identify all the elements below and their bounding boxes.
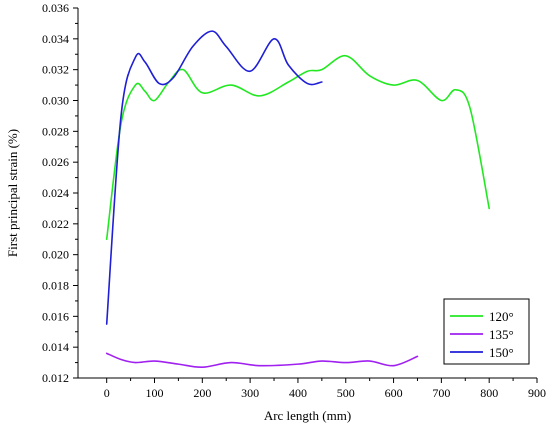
y-tick-label: 0.026 (42, 155, 69, 169)
series-line-2 (105, 352, 419, 369)
series-line-3 (105, 30, 323, 325)
y-tick-label: 0.036 (42, 1, 69, 15)
x-ticks: 0 100 200 300 400 500 600 700 800 900 (104, 378, 546, 400)
y-tick-label: 0.022 (42, 217, 69, 231)
x-tick-label: 0 (104, 386, 110, 400)
legend-label: 135° (489, 327, 514, 342)
series-group (105, 30, 490, 369)
x-tick-label: 200 (193, 386, 211, 400)
y-tick-label: 0.034 (42, 32, 69, 46)
x-tick-label: 100 (146, 386, 164, 400)
y-tick-label: 0.014 (42, 340, 69, 354)
legend-label: 150° (489, 345, 514, 360)
y-tick-label: 0.020 (42, 248, 69, 262)
legend: 120° 135° 150° (443, 298, 530, 365)
y-tick-label: 0.032 (42, 63, 69, 77)
x-axis-title: Arc length (mm) (264, 408, 351, 423)
x-tick-label: 800 (480, 386, 498, 400)
y-tick-label: 0.028 (42, 124, 69, 138)
x-tick-label: 500 (337, 386, 355, 400)
y-tick-label: 0.018 (42, 279, 69, 293)
x-tick-label: 600 (385, 386, 403, 400)
y-tick-label: 0.012 (42, 371, 69, 385)
legend-label: 120° (489, 309, 514, 324)
x-tick-label: 400 (289, 386, 307, 400)
legend-box (443, 298, 530, 365)
y-tick-label: 0.030 (42, 94, 69, 108)
series-line-1 (105, 54, 490, 241)
plot-area: 0 100 200 300 400 500 600 700 800 900 0.0120.0140… (42, 1, 546, 400)
y-tick-label: 0.024 (42, 186, 69, 200)
y-axis-title: First principal strain (%) (5, 129, 20, 257)
x-tick-label: 700 (432, 386, 450, 400)
y-tick-label: 0.016 (42, 309, 69, 323)
x-tick-label: 900 (528, 386, 546, 400)
x-tick-label: 300 (241, 386, 259, 400)
y-ticks: 0.012 0.014 0.016 0.018 0.020 0.022 0.024 0.026… (42, 1, 78, 385)
